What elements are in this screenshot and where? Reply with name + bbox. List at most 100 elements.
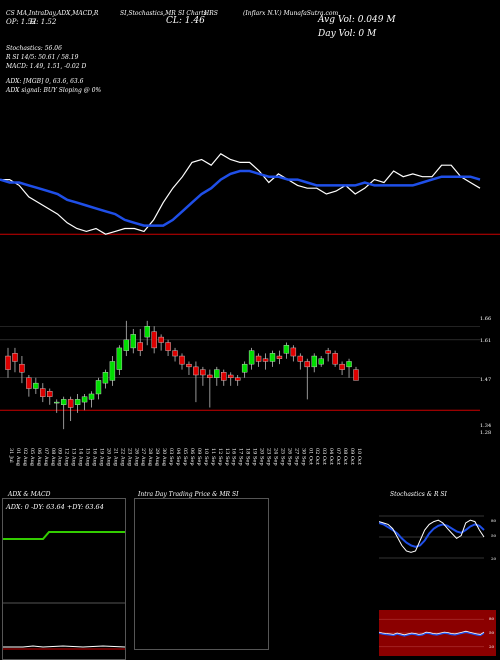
rsi-label-50: 50 bbox=[489, 630, 495, 635]
date-label: 22 Aug bbox=[119, 448, 125, 467]
rsi-chart bbox=[379, 618, 485, 648]
date-label: 27 Sep bbox=[293, 448, 299, 466]
candle-body bbox=[102, 372, 109, 384]
date-label: 19 Aug bbox=[98, 448, 104, 467]
indicators-subtitle: SI,Stochastics,MR bbox=[120, 10, 176, 17]
rsi-label-20: 20 bbox=[489, 644, 495, 649]
stoch-label-20: 20 bbox=[491, 556, 497, 561]
candle-body bbox=[47, 391, 53, 397]
date-label: 20 Sep bbox=[259, 448, 265, 466]
date-label: 27 Aug bbox=[140, 448, 146, 467]
date-label: 23 Aug bbox=[126, 448, 132, 467]
date-label: 05 Aug bbox=[29, 448, 35, 467]
day-volume: Day Vol: 0 M bbox=[318, 29, 377, 39]
candle-body bbox=[228, 374, 234, 378]
date-label: 09 Aug bbox=[57, 448, 63, 467]
candle-body bbox=[234, 377, 241, 381]
adx-value: ADX: [MGB] 0, 63.6, 63.6 bbox=[6, 78, 84, 85]
date-label: 30 Aug bbox=[161, 448, 167, 467]
candle-body bbox=[353, 369, 359, 381]
date-label: 01 Oct bbox=[307, 448, 313, 465]
candle-body bbox=[67, 399, 74, 408]
candle-body bbox=[325, 350, 331, 354]
date-label: 06 Aug bbox=[36, 448, 42, 467]
date-label: 13 Aug bbox=[71, 448, 77, 467]
candle-body bbox=[88, 393, 95, 400]
open-price: OP: 1.52 bbox=[6, 18, 37, 26]
candle-body bbox=[193, 366, 199, 376]
date-label: 13 Sep bbox=[224, 448, 230, 466]
date-label: 12 Aug bbox=[64, 448, 70, 467]
price-tick-4: 1.34 bbox=[480, 423, 492, 429]
candle-body bbox=[332, 353, 338, 365]
date-label: 05 Sep bbox=[182, 448, 188, 466]
candle-body bbox=[137, 342, 143, 351]
date-label: 03 Oct bbox=[321, 448, 327, 465]
candle-body bbox=[60, 399, 67, 405]
candle-body bbox=[304, 361, 310, 368]
candle-body bbox=[19, 363, 25, 373]
date-label: 17 Sep bbox=[238, 448, 244, 466]
stochastics-value: Stochastics: 56.06 bbox=[6, 45, 62, 52]
date-label: 14 Aug bbox=[78, 448, 84, 467]
price-tick-3: 1.47 bbox=[480, 377, 492, 383]
candle-body bbox=[269, 353, 276, 362]
close-price: CL: 1.46 bbox=[166, 16, 205, 26]
high-price: H: 1.52 bbox=[30, 18, 57, 26]
date-label: 11 Sep bbox=[210, 448, 216, 466]
candle-body bbox=[12, 353, 18, 362]
candle-body bbox=[172, 350, 178, 357]
date-label: 25 Sep bbox=[279, 448, 285, 466]
rsi-label-80: 80 bbox=[489, 616, 495, 621]
stochastics-chart bbox=[379, 515, 485, 559]
trend-chart bbox=[0, 153, 500, 235]
candlestick-chart: 31 Jul 01 Aug 02 Aug 05 Aug 06 Aug 07 Aug 08 A… bbox=[0, 320, 480, 467]
date-label: 10 Oct bbox=[356, 448, 362, 465]
date-label: 26 Sep bbox=[286, 448, 292, 466]
candle-body bbox=[276, 355, 283, 359]
rsi-panel: 80 50 20 bbox=[379, 610, 496, 656]
macd-line bbox=[3, 645, 125, 648]
candle-body bbox=[40, 388, 46, 397]
stoch-panel: 80 50 20 80 50 20 bbox=[379, 502, 497, 656]
date-label: 07 Aug bbox=[43, 448, 49, 467]
date-label: 02 Aug bbox=[22, 448, 28, 467]
rsi-value: R SI 14/5: 50.61 / 58.19 bbox=[6, 54, 79, 61]
candle-body bbox=[262, 358, 269, 362]
stoch-panel-title: Stochastics & R SI bbox=[390, 491, 447, 498]
candle-body bbox=[144, 326, 150, 338]
candle-body bbox=[130, 334, 136, 349]
date-label: 10 Sep bbox=[203, 448, 209, 466]
candle-body bbox=[33, 382, 39, 389]
company-name: (Inflarx N.V.) MunafaSutra.com bbox=[243, 10, 339, 17]
candle-body bbox=[74, 399, 81, 405]
price-tick-2: 1.61 bbox=[480, 338, 492, 344]
date-label: 08 Aug bbox=[50, 448, 56, 467]
date-label: 29 Aug bbox=[154, 448, 160, 467]
rsi-signal-line bbox=[379, 631, 485, 637]
candle-body bbox=[318, 358, 324, 365]
avg-volume: Avg Vol: 0.049 M bbox=[318, 15, 396, 25]
macd-value: MACD: 1.49, 1.51, -0.02 D bbox=[6, 63, 87, 70]
date-label: 15 Aug bbox=[85, 448, 91, 467]
symbol-label: HRS bbox=[204, 10, 218, 17]
candle-body bbox=[95, 380, 102, 395]
adx-panel: ADX: 0 -DY: 63.64 +DY: 63.64 bbox=[2, 498, 126, 660]
date-label: 19 Sep bbox=[252, 448, 258, 466]
date-label: 09 Sep bbox=[196, 448, 202, 466]
rsi-line bbox=[379, 630, 485, 636]
candle-body bbox=[214, 369, 220, 378]
date-label: 06 Sep bbox=[189, 448, 195, 466]
moving-average-line bbox=[0, 169, 481, 227]
candle-body bbox=[186, 363, 192, 368]
date-label: 23 Sep bbox=[266, 448, 272, 466]
date-label: 07 Oct bbox=[335, 448, 341, 465]
candle-body bbox=[339, 363, 345, 370]
date-label: 28 Aug bbox=[147, 448, 153, 467]
candle-body bbox=[255, 355, 262, 362]
date-label: 01 Aug bbox=[15, 448, 21, 467]
candle-body bbox=[151, 331, 157, 349]
candle-body bbox=[311, 355, 317, 368]
candle-body bbox=[26, 377, 32, 389]
candle-body bbox=[158, 336, 164, 343]
